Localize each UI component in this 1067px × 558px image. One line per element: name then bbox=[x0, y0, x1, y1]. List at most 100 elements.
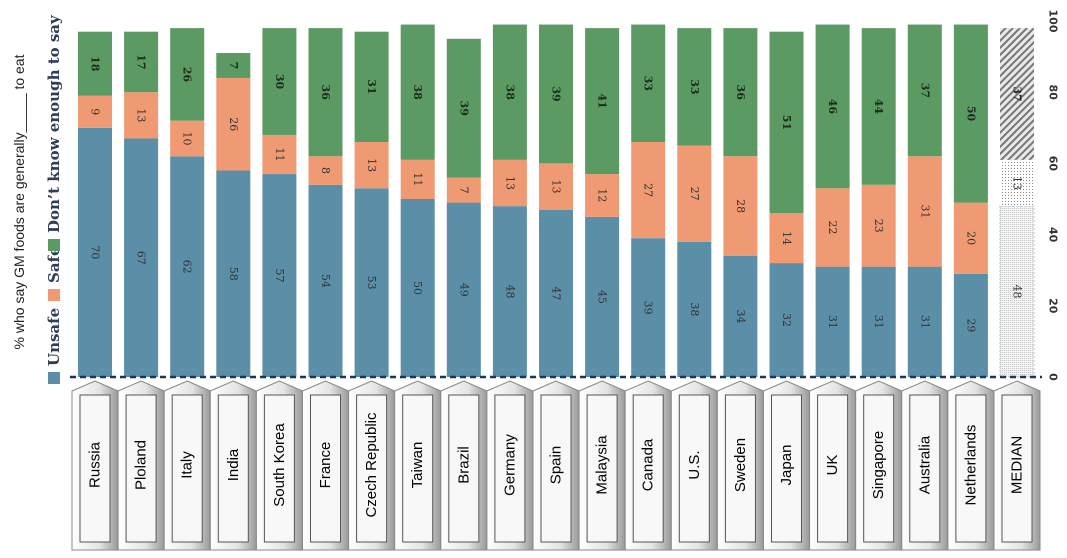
value-label-unsafe-sweden: 34 bbox=[734, 309, 747, 323]
bar-don-t-know-enough-to-say-singapore bbox=[861, 28, 896, 185]
category-tab-face-canada bbox=[632, 394, 664, 543]
bar-safe-ploland bbox=[124, 92, 159, 139]
value-label-unsafe-malaysia: 45 bbox=[596, 290, 609, 304]
category-label-malaysia: Malaysia bbox=[594, 435, 611, 495]
category-tab-face-japan bbox=[771, 394, 802, 543]
value-label-safe-malaysia: 12 bbox=[596, 188, 609, 202]
bar-unsafe-canada bbox=[631, 238, 666, 377]
value-label-don-t-know-enough-to-say-uk: 46 bbox=[826, 99, 839, 115]
category-tab-face-italy bbox=[171, 394, 203, 543]
value-label-unsafe-czech-republic: 53 bbox=[365, 276, 378, 290]
bar-safe-germany bbox=[492, 159, 527, 207]
bar-unsafe-czech-republic bbox=[354, 188, 389, 377]
value-label-don-t-know-enough-to-say-canada: 33 bbox=[642, 76, 655, 91]
bar-safe-median bbox=[1000, 159, 1034, 207]
value-label-safe-russia: 9 bbox=[89, 108, 102, 115]
category-label-russia: Russia bbox=[87, 441, 104, 488]
bar-safe-france bbox=[308, 156, 343, 185]
category-tab-face-germany bbox=[494, 394, 526, 543]
bar-don-t-know-enough-to-say-germany bbox=[492, 24, 527, 160]
category-label-japan: Japan bbox=[778, 445, 795, 486]
category-label-uk: UK bbox=[824, 455, 841, 476]
bar-safe-canada bbox=[631, 142, 666, 239]
value-label-safe-sweden: 28 bbox=[734, 199, 747, 213]
bar-don-t-know-enough-to-say-netherlands bbox=[953, 24, 988, 203]
legend-label-don-t-know-enough-to-say: Don’t know enough to say bbox=[45, 14, 63, 233]
value-label-don-t-know-enough-to-say-italy: 26 bbox=[181, 67, 194, 83]
value-label-don-t-know-enough-to-say-czech-republic: 31 bbox=[365, 79, 378, 94]
bar-safe-south-korea bbox=[262, 134, 297, 175]
category-label-italy: Italy bbox=[179, 451, 196, 479]
category-label-germany: Germany bbox=[501, 434, 518, 496]
value-label-unsafe-south-korea: 57 bbox=[273, 269, 286, 283]
category-tab-face-netherlands bbox=[955, 394, 987, 543]
bar-don-t-know-enough-to-say-u-s bbox=[677, 28, 712, 146]
bar-don-t-know-enough-to-say-sweden bbox=[723, 28, 758, 157]
bar-don-t-know-enough-to-say-france bbox=[308, 28, 343, 157]
y-axis-ticks: 0 20 40 60 80 100 bbox=[1047, 10, 1060, 382]
value-label-don-t-know-enough-to-say-u-s: 33 bbox=[688, 79, 701, 94]
category-label-canada: Canada bbox=[640, 438, 657, 491]
y-tick-20: 20 bbox=[1047, 298, 1060, 314]
category-label-australia: Australia bbox=[916, 435, 933, 494]
bar-don-t-know-enough-to-say-russia bbox=[78, 31, 112, 96]
bar-don-t-know-enough-to-say-taiwan bbox=[400, 24, 435, 160]
bar-unsafe-malaysia bbox=[585, 216, 620, 377]
value-label-safe-brazil: 7 bbox=[457, 187, 470, 194]
category-tab-face-median bbox=[1001, 394, 1033, 543]
legend-label-safe: Safe bbox=[45, 246, 63, 283]
bar-don-t-know-enough-to-say-spain bbox=[539, 24, 573, 164]
value-label-unsafe-germany: 48 bbox=[503, 285, 516, 299]
category-tab-face-czech-republic bbox=[356, 394, 388, 543]
bar-unsafe-france bbox=[308, 184, 343, 377]
category-label-u-s: U.S. bbox=[686, 450, 703, 479]
value-label-don-t-know-enough-to-say-ploland: 17 bbox=[135, 54, 148, 69]
value-label-unsafe-singapore: 31 bbox=[872, 315, 885, 329]
bar-unsafe-russia bbox=[78, 127, 112, 377]
value-label-unsafe-median: 48 bbox=[1011, 285, 1024, 299]
category-label-netherlands: Netherlands bbox=[962, 425, 979, 506]
legend-label-unsafe: Unsafe bbox=[45, 308, 63, 366]
bar-safe-italy bbox=[170, 120, 205, 157]
value-label-don-t-know-enough-to-say-germany: 38 bbox=[503, 85, 516, 101]
bars bbox=[78, 24, 1035, 378]
category-tab-face-france bbox=[310, 394, 341, 543]
category-tab-face-singapore bbox=[863, 394, 895, 543]
bar-safe-malaysia bbox=[585, 174, 620, 217]
bar-unsafe-south-korea bbox=[262, 174, 297, 377]
category-label-singapore: Singapore bbox=[870, 431, 887, 499]
category-label-taiwan: Taiwan bbox=[409, 442, 426, 489]
value-label-unsafe-brazil: 49 bbox=[457, 283, 470, 297]
bar-unsafe-india bbox=[216, 170, 251, 377]
bar-safe-netherlands bbox=[953, 202, 988, 274]
bar-unsafe-taiwan bbox=[400, 199, 435, 377]
value-label-unsafe-uk: 31 bbox=[826, 315, 839, 329]
value-label-safe-india: 26 bbox=[227, 117, 240, 131]
bar-safe-australia bbox=[907, 156, 942, 267]
legend-swatch-don-t-know-enough-to-say bbox=[48, 239, 60, 251]
bar-don-t-know-enough-to-say-australia bbox=[907, 24, 942, 157]
legend: % who say GM foods are generally_____ to… bbox=[11, 14, 63, 384]
value-label-unsafe-spain: 47 bbox=[550, 286, 563, 300]
bar-don-t-know-enough-to-say-india bbox=[216, 53, 251, 78]
bar-unsafe-spain bbox=[539, 209, 573, 377]
legend-swatch-unsafe bbox=[48, 372, 60, 384]
value-label-unsafe-u-s: 38 bbox=[688, 302, 701, 316]
bar-unsafe-netherlands bbox=[953, 273, 988, 377]
bar-don-t-know-enough-to-say-italy bbox=[170, 28, 205, 121]
value-label-safe-singapore: 23 bbox=[872, 219, 885, 233]
value-label-unsafe-netherlands: 29 bbox=[964, 318, 977, 332]
value-label-don-t-know-enough-to-say-spain: 39 bbox=[550, 86, 563, 101]
legend-swatch-safe bbox=[48, 289, 60, 301]
bar-safe-uk bbox=[815, 188, 850, 267]
bar-safe-japan bbox=[769, 213, 804, 264]
category-label-spain: Spain bbox=[548, 446, 565, 484]
value-label-don-t-know-enough-to-say-south-korea: 30 bbox=[273, 74, 286, 90]
value-label-don-t-know-enough-to-say-russia: 18 bbox=[89, 56, 102, 72]
bar-don-t-know-enough-to-say-malaysia bbox=[585, 28, 620, 175]
value-label-safe-median: 13 bbox=[1011, 176, 1024, 190]
value-label-safe-germany: 13 bbox=[503, 176, 516, 190]
bar-safe-russia bbox=[78, 95, 112, 128]
bar-safe-sweden bbox=[723, 156, 758, 256]
